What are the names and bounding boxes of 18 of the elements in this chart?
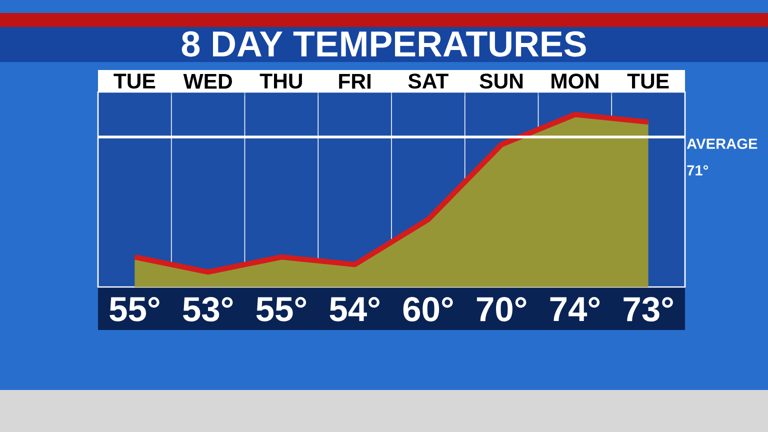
ref-line-label: AVERAGE 71°	[686, 138, 758, 176]
chart-title: 8 DAY TEMPERATURES	[182, 31, 586, 57]
x-tick-label: THU	[260, 74, 302, 89]
data-label: 73°	[624, 297, 673, 322]
x-tick-label: FRI	[339, 74, 371, 89]
x-tick-label: SUN	[480, 74, 523, 89]
data-label: 74°	[550, 297, 600, 322]
data-label: 53°	[183, 297, 233, 322]
data-label: 54°	[330, 297, 380, 322]
x-tick-label: TUE	[114, 74, 156, 89]
data-label: 60°	[403, 297, 453, 322]
data-label: 55°	[256, 297, 306, 322]
x-tick-label: SAT	[408, 74, 448, 89]
x-tick-label: TUE	[627, 74, 669, 89]
data-label: 55°	[110, 297, 160, 322]
data-label: 70°	[476, 297, 526, 322]
x-tick-label: WED	[183, 74, 232, 89]
x-tick-label: MON	[552, 74, 598, 89]
